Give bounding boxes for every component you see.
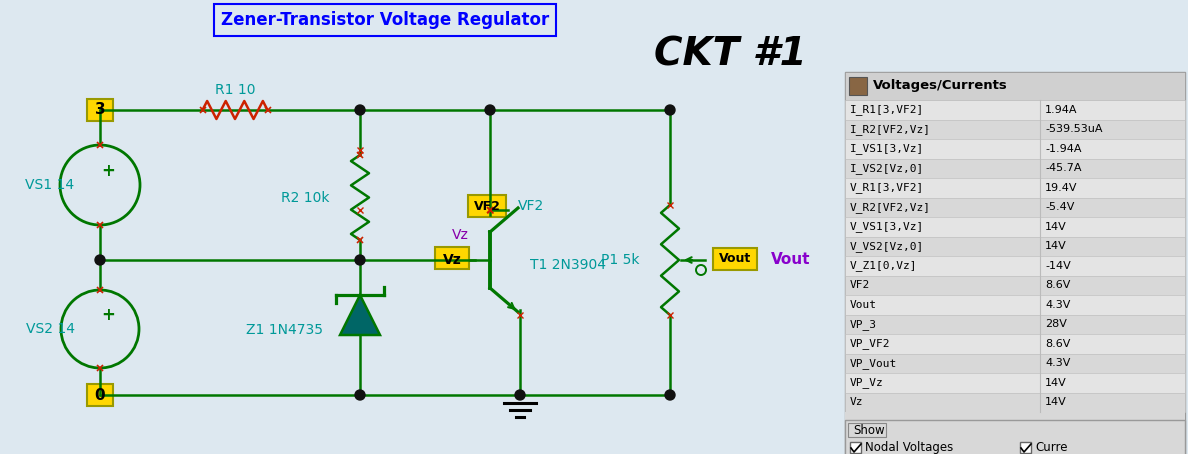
Text: Curre: Curre xyxy=(1035,441,1068,454)
Text: -5.4V: -5.4V xyxy=(1045,202,1074,212)
Text: 1.94A: 1.94A xyxy=(1045,105,1078,115)
Text: 8.6V: 8.6V xyxy=(1045,280,1070,290)
Text: Vz: Vz xyxy=(451,228,468,242)
Text: -539.53uA: -539.53uA xyxy=(1045,124,1102,134)
FancyBboxPatch shape xyxy=(845,158,1184,178)
Text: 4.3V: 4.3V xyxy=(1045,358,1070,368)
Text: -14V: -14V xyxy=(1045,261,1070,271)
Text: 8.6V: 8.6V xyxy=(1045,339,1070,349)
Text: Zener-Transistor Voltage Regulator: Zener-Transistor Voltage Regulator xyxy=(221,11,549,29)
Text: Vz: Vz xyxy=(849,397,864,407)
Text: 14V: 14V xyxy=(1045,378,1067,388)
Text: V_R2[VF2,Vz]: V_R2[VF2,Vz] xyxy=(849,202,931,213)
Text: Voltages/Currents: Voltages/Currents xyxy=(873,79,1007,93)
Text: Nodal Voltages: Nodal Voltages xyxy=(865,441,953,454)
Text: VP_3: VP_3 xyxy=(849,319,877,330)
Text: I_R2[VF2,Vz]: I_R2[VF2,Vz] xyxy=(849,124,931,135)
Text: CKT #1: CKT #1 xyxy=(653,36,807,74)
Text: VS1 14: VS1 14 xyxy=(25,178,75,192)
Text: -45.7A: -45.7A xyxy=(1045,163,1081,173)
Text: VP_Vout: VP_Vout xyxy=(849,358,897,369)
Circle shape xyxy=(485,105,495,115)
Circle shape xyxy=(95,255,105,265)
Text: 4.3V: 4.3V xyxy=(1045,300,1070,310)
FancyBboxPatch shape xyxy=(845,178,1184,197)
FancyBboxPatch shape xyxy=(845,72,1184,454)
FancyBboxPatch shape xyxy=(845,237,1184,256)
FancyBboxPatch shape xyxy=(845,100,1184,119)
FancyBboxPatch shape xyxy=(435,247,469,269)
Text: 14V: 14V xyxy=(1045,241,1067,251)
FancyBboxPatch shape xyxy=(849,77,867,95)
Text: R1 10: R1 10 xyxy=(215,83,255,97)
Text: V_VS2[Vz,0]: V_VS2[Vz,0] xyxy=(849,241,924,252)
FancyBboxPatch shape xyxy=(468,195,506,217)
FancyBboxPatch shape xyxy=(845,420,1184,454)
Circle shape xyxy=(665,390,675,400)
Text: -1.94A: -1.94A xyxy=(1045,144,1081,154)
FancyBboxPatch shape xyxy=(845,373,1184,393)
Text: V_R1[3,VF2]: V_R1[3,VF2] xyxy=(849,183,924,193)
Text: 14V: 14V xyxy=(1045,397,1067,407)
Text: R2 10k: R2 10k xyxy=(280,191,329,204)
Text: I_VS1[3,Vz]: I_VS1[3,Vz] xyxy=(849,143,924,154)
Text: VS2 14: VS2 14 xyxy=(25,322,75,336)
FancyBboxPatch shape xyxy=(845,315,1184,334)
Text: 14V: 14V xyxy=(1045,222,1067,232)
Text: 28V: 28V xyxy=(1045,319,1067,329)
Text: 3: 3 xyxy=(95,103,106,118)
Circle shape xyxy=(516,390,525,400)
Text: Vout: Vout xyxy=(719,252,751,266)
Circle shape xyxy=(355,105,365,115)
Text: I_VS2[Vz,0]: I_VS2[Vz,0] xyxy=(849,163,924,174)
Text: V_VS1[3,Vz]: V_VS1[3,Vz] xyxy=(849,221,924,232)
Text: VF2: VF2 xyxy=(849,280,871,290)
FancyBboxPatch shape xyxy=(87,99,113,121)
Polygon shape xyxy=(340,295,380,335)
FancyBboxPatch shape xyxy=(87,384,113,406)
Circle shape xyxy=(355,255,365,265)
Text: VF2: VF2 xyxy=(518,199,544,213)
Text: T1 2N3904: T1 2N3904 xyxy=(530,258,606,272)
FancyBboxPatch shape xyxy=(845,119,1184,139)
Text: Vout: Vout xyxy=(849,300,877,310)
Text: VP_VF2: VP_VF2 xyxy=(849,338,891,349)
Text: VF2: VF2 xyxy=(474,199,500,212)
Circle shape xyxy=(355,390,365,400)
FancyBboxPatch shape xyxy=(1020,442,1031,453)
FancyBboxPatch shape xyxy=(845,72,1184,100)
FancyBboxPatch shape xyxy=(849,442,861,453)
Text: 0: 0 xyxy=(95,388,106,403)
Text: Vz: Vz xyxy=(443,253,461,267)
Text: Show: Show xyxy=(853,424,885,436)
FancyBboxPatch shape xyxy=(845,139,1184,158)
FancyBboxPatch shape xyxy=(713,248,757,270)
Text: +: + xyxy=(101,162,115,180)
Text: P1 5k: P1 5k xyxy=(601,253,639,267)
FancyBboxPatch shape xyxy=(845,393,1184,412)
Circle shape xyxy=(665,105,675,115)
Text: Vout: Vout xyxy=(771,252,810,266)
Text: I_R1[3,VF2]: I_R1[3,VF2] xyxy=(849,104,924,115)
FancyBboxPatch shape xyxy=(845,295,1184,315)
FancyBboxPatch shape xyxy=(845,276,1184,295)
FancyBboxPatch shape xyxy=(845,197,1184,217)
Text: Z1 1N4735: Z1 1N4735 xyxy=(246,323,323,337)
FancyBboxPatch shape xyxy=(845,256,1184,276)
FancyBboxPatch shape xyxy=(845,412,1184,420)
Text: VP_Vz: VP_Vz xyxy=(849,377,884,388)
Text: V_Z1[0,Vz]: V_Z1[0,Vz] xyxy=(849,260,917,271)
Text: +: + xyxy=(101,306,115,324)
FancyBboxPatch shape xyxy=(845,334,1184,354)
Text: 19.4V: 19.4V xyxy=(1045,183,1078,193)
FancyBboxPatch shape xyxy=(845,354,1184,373)
FancyBboxPatch shape xyxy=(845,217,1184,237)
